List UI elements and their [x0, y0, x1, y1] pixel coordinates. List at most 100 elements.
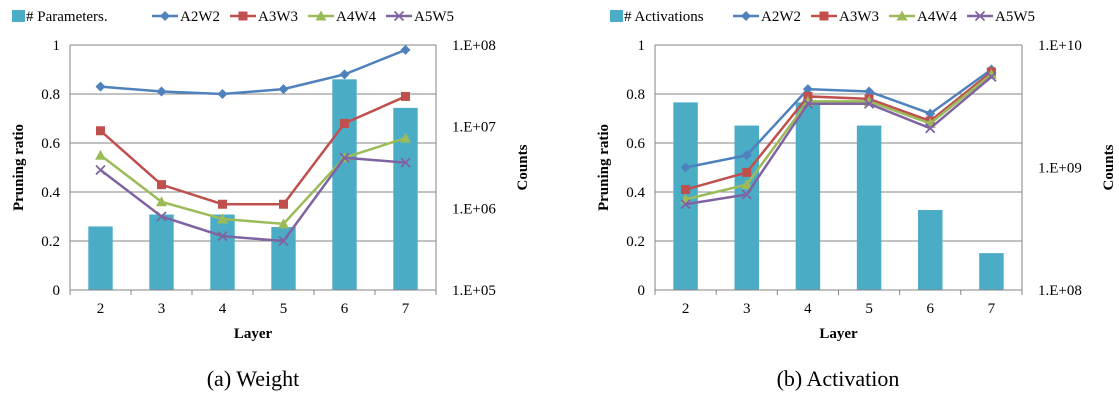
legend-item-a5w5: A5W5: [386, 9, 454, 25]
point-7: [400, 157, 411, 168]
bar-7: [979, 253, 1004, 290]
x-tick-label: 7: [988, 301, 996, 317]
panel-caption: (a) Weight: [207, 366, 300, 391]
y-right-tick-label: 1.E+08: [1038, 283, 1082, 299]
series-a2w2: [95, 44, 411, 99]
legend-swatch-marker: [160, 11, 170, 21]
y-left-tick-label: 1: [53, 38, 61, 54]
point-2: [95, 164, 106, 176]
legend: # Activations A2W2 A3W3 A4W4 A5W5: [610, 9, 1035, 25]
legend-swatch-marker: [896, 10, 908, 21]
point-4: [217, 89, 228, 99]
point-7: [401, 91, 410, 101]
y-right-tick-label: 1.E+09: [1038, 161, 1082, 177]
series-a4w4: [95, 132, 411, 229]
legend-swatch-bar: [12, 10, 25, 22]
bar-series: [88, 79, 418, 290]
point-7: [986, 71, 997, 82]
y-left-axis-label: Pruning ratio: [596, 124, 612, 211]
legend-label: # Parameters.: [26, 9, 108, 25]
point-4: [802, 84, 813, 95]
y-left-tick-label: 0.8: [626, 87, 645, 103]
point-6: [925, 123, 936, 134]
point-2: [681, 185, 691, 195]
x-tick-label: 3: [158, 301, 166, 317]
y-right-tick-label: 1.E+05: [452, 283, 496, 299]
point-5: [279, 199, 288, 209]
x-tick-label: 4: [804, 301, 812, 317]
y-left-tick-label: 0.2: [41, 234, 60, 250]
legend-label: # Activations: [624, 9, 704, 25]
y-left-tick-label: 0.2: [626, 234, 645, 250]
legend-swatch-marker: [238, 11, 248, 21]
legend-swatch-marker: [393, 10, 405, 22]
series-a2w2: [680, 64, 997, 173]
point-2: [95, 81, 106, 92]
point-2: [680, 162, 691, 173]
legend-swatch-marker: [974, 10, 986, 22]
bar-6: [918, 209, 943, 290]
y-left-tick-label: 0.8: [41, 87, 60, 103]
legend-label: A3W3: [258, 9, 298, 25]
legend-label: A5W5: [414, 9, 454, 25]
series-a3w3: [96, 91, 410, 209]
point-2: [95, 149, 106, 160]
y-left-tick-label: 0.4: [626, 185, 645, 201]
bar-series: [673, 102, 1004, 290]
point-5: [278, 218, 289, 229]
legend-item-a2w2: A2W2: [152, 9, 220, 25]
point-5: [278, 235, 289, 247]
series-line: [99, 136, 406, 226]
series-line: [99, 95, 407, 206]
point-4: [218, 199, 227, 209]
point-3: [156, 86, 167, 97]
legend-label: A2W2: [180, 9, 220, 25]
point-6: [339, 152, 350, 163]
y-left-tick-label: 0.6: [41, 136, 60, 152]
y-left-tick-label: 0.4: [41, 185, 60, 201]
x-tick-label: 5: [865, 301, 873, 317]
series-line: [100, 48, 406, 96]
y-right-tick-label: 1.E+08: [452, 38, 496, 54]
legend-label: A2W2: [761, 9, 801, 25]
point-6: [339, 69, 350, 80]
x-tick-label: 4: [219, 301, 227, 317]
series-line: [685, 70, 993, 191]
legend-swatch-marker: [741, 11, 751, 21]
point-4: [217, 213, 228, 224]
series-a5w5: [95, 152, 411, 247]
bar-3: [734, 125, 759, 290]
x-tick-label: 7: [402, 301, 410, 317]
bar-5: [271, 227, 296, 290]
x-axis-label: Layer: [234, 326, 273, 342]
point-3: [742, 167, 752, 177]
x-tick-label: 2: [97, 301, 105, 317]
x-tick-label: 2: [682, 301, 690, 317]
bar-4: [795, 102, 821, 290]
gridlines: [70, 44, 436, 291]
bar-5: [856, 125, 882, 290]
point-4: [217, 230, 228, 242]
y-left-tick-label: 0: [53, 283, 61, 299]
bar-2: [88, 226, 113, 290]
x-tick-label: 3: [743, 301, 751, 317]
y-right-tick-label: 1.E+06: [452, 201, 496, 217]
legend-item-a4w4: A4W4: [308, 9, 376, 25]
series-a5w5: [680, 71, 997, 210]
point-4: [802, 98, 814, 109]
point-3: [157, 180, 166, 190]
point-6: [925, 108, 936, 119]
legend: # Parameters. A2W2 A3W3 A4W4 A5W5: [12, 9, 454, 25]
legend-label: A4W4: [917, 9, 957, 25]
y-right-axis-label: Counts: [1101, 144, 1117, 190]
point-2: [680, 199, 691, 210]
series-line: [685, 75, 993, 206]
legend-label: A3W3: [839, 9, 879, 25]
y-right-tick-label: 1.E+10: [1038, 38, 1082, 54]
point-3: [156, 196, 167, 207]
legend-label: A4W4: [336, 9, 376, 25]
series-line: [685, 73, 993, 201]
legend-item-a3w3: A3W3: [230, 9, 298, 25]
x-tick-label: 6: [927, 301, 935, 317]
